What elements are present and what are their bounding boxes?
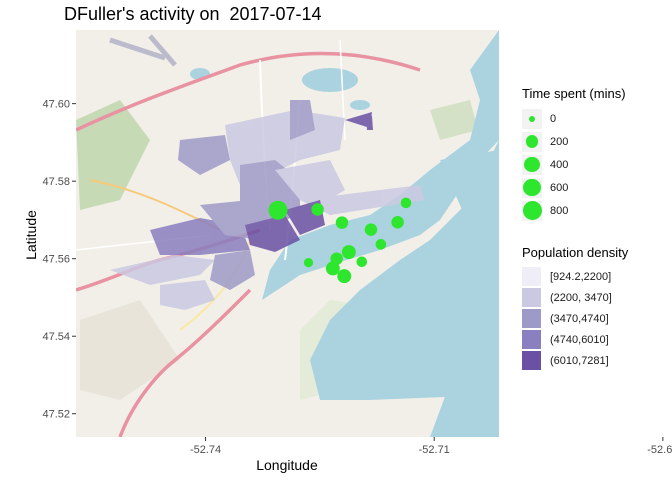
density-area bbox=[300, 185, 425, 215]
lake bbox=[350, 100, 370, 110]
activity-point bbox=[303, 257, 314, 268]
activity-point bbox=[400, 197, 412, 209]
density-area bbox=[290, 100, 315, 140]
water bbox=[310, 140, 499, 400]
x-tick-label: -52.68 bbox=[647, 444, 672, 456]
density-area bbox=[345, 112, 372, 128]
y-tick-label: 47.56 bbox=[42, 254, 70, 266]
legend-time-item: 200 bbox=[522, 130, 626, 153]
density-area bbox=[275, 160, 345, 205]
legend-time-label: 800 bbox=[550, 204, 569, 217]
density-area bbox=[245, 215, 300, 252]
legend-time-key bbox=[522, 108, 542, 129]
legend-time-dot bbox=[522, 201, 542, 220]
legend-time-key bbox=[522, 200, 542, 221]
activity-point bbox=[341, 245, 356, 260]
legend-density-item: (4740,6010] bbox=[522, 329, 628, 350]
legend-density-item: (2200, 3470] bbox=[522, 287, 628, 308]
legend-density-label: [924.2,2200] bbox=[550, 270, 612, 283]
highway bbox=[76, 51, 421, 132]
greenery bbox=[80, 300, 180, 400]
legend-time-key bbox=[522, 177, 542, 198]
x-axis: -52.74 -52.71 -52.68 bbox=[190, 437, 672, 456]
legend-density-label: (6010,7281] bbox=[550, 354, 609, 367]
x-tick-label: -52.74 bbox=[190, 444, 221, 456]
legend-density-label: (2200, 3470] bbox=[550, 291, 612, 304]
activity-points bbox=[268, 197, 412, 284]
y-tick-label: 47.52 bbox=[42, 409, 70, 421]
legend-density-title: Population density bbox=[522, 245, 629, 260]
legend-time-item: 600 bbox=[522, 176, 626, 199]
greenery bbox=[76, 100, 150, 210]
y-axis-title: Latitude bbox=[23, 210, 39, 260]
legend-time-key bbox=[522, 154, 542, 175]
legend-density-item: (3470,4740] bbox=[522, 308, 628, 329]
activity-point bbox=[364, 223, 378, 236]
legend-density-swatch bbox=[522, 351, 541, 370]
legend-time-title: Time spent (mins) bbox=[522, 86, 626, 101]
chart-title: DFuller's activity on 2017-07-14 bbox=[64, 4, 322, 24]
legend-density-swatch bbox=[522, 288, 541, 307]
legend-time-label: 200 bbox=[550, 135, 569, 148]
legend-time-label: 600 bbox=[550, 181, 569, 194]
runway bbox=[109, 34, 177, 67]
legend-time-label: 0 bbox=[550, 112, 557, 125]
activity-point bbox=[325, 261, 340, 276]
density-area bbox=[110, 255, 215, 285]
activity-point bbox=[391, 216, 404, 229]
legend-time-label: 400 bbox=[550, 158, 569, 171]
y-axis: 47.52 47.54 47.56 47.58 47.60 bbox=[42, 99, 76, 421]
legend-time-item: 400 bbox=[522, 153, 626, 176]
y-tick-label: 47.58 bbox=[42, 176, 70, 188]
legend-density-swatch bbox=[522, 330, 541, 349]
activity-point bbox=[375, 239, 387, 250]
basemap bbox=[76, 30, 499, 437]
density-area bbox=[178, 135, 230, 175]
legend-population-density: Population density [924.2,2200] (2200, 34… bbox=[522, 245, 628, 371]
highway bbox=[118, 288, 252, 437]
activity-point bbox=[356, 256, 368, 268]
activity-point bbox=[335, 216, 349, 229]
density-area bbox=[366, 116, 373, 130]
y-tick-label: 47.54 bbox=[42, 331, 70, 343]
legend-time-dot bbox=[524, 156, 540, 173]
y-tick-label: 47.60 bbox=[42, 99, 70, 111]
density-area bbox=[160, 280, 215, 310]
legend-time-dot bbox=[523, 178, 541, 197]
x-tick-label: -52.71 bbox=[419, 444, 450, 456]
lake bbox=[302, 68, 358, 92]
legend-density-label: (4740,6010] bbox=[550, 333, 609, 346]
legend-time-item: 0 bbox=[522, 107, 626, 130]
legend-time-dot bbox=[529, 115, 535, 122]
activity-point bbox=[337, 269, 352, 284]
water bbox=[262, 30, 499, 300]
legend-time-dot bbox=[525, 135, 539, 148]
legend-time-key bbox=[522, 131, 542, 152]
activity-point bbox=[268, 200, 288, 220]
legend-density-swatch bbox=[522, 309, 541, 328]
x-axis-title: Longitude bbox=[256, 457, 318, 473]
legend-density-swatch bbox=[522, 267, 541, 286]
legend-time-item: 800 bbox=[522, 199, 626, 222]
legend-time-spent: Time spent (mins) 0 200 400 600 800 bbox=[522, 86, 626, 222]
activity-point bbox=[311, 203, 324, 216]
greenery bbox=[430, 100, 478, 140]
density-area bbox=[210, 250, 255, 290]
water bbox=[430, 150, 499, 437]
legend-density-label: (3470,4740] bbox=[550, 312, 609, 325]
legend-density-item: (6010,7281] bbox=[522, 350, 628, 371]
legend-density-item: [924.2,2200] bbox=[522, 266, 628, 287]
